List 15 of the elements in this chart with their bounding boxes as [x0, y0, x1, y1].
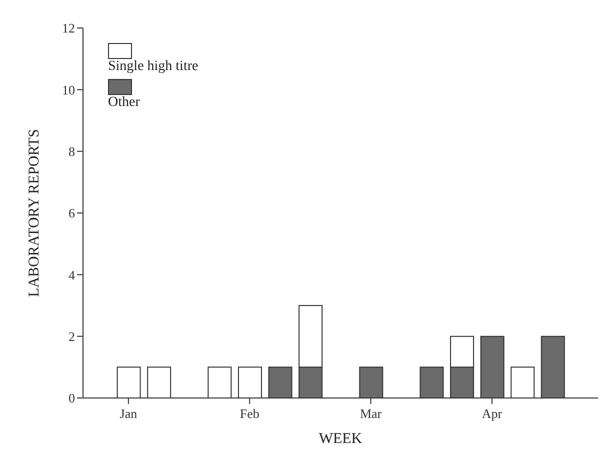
- y-tick-label: 4: [68, 267, 76, 282]
- y-tick-label: 6: [68, 206, 76, 221]
- y-tick-label: 8: [68, 144, 75, 159]
- y-tick-label: 0: [68, 390, 75, 406]
- legend-label: Single high titre: [108, 59, 198, 75]
- y-tick-label: 2: [68, 328, 75, 344]
- y-tick-label: 12: [62, 20, 75, 36]
- legend-label: Other: [108, 95, 141, 111]
- y-tick-label: 10: [62, 82, 75, 98]
- y-axis-title: LABORATORY REPORTS: [26, 129, 42, 297]
- x-tick-label: Feb: [240, 406, 260, 421]
- x-tick-label: Mar: [360, 406, 382, 421]
- x-tick-label: Apr: [482, 406, 503, 421]
- x-axis-title: WEEK: [318, 431, 362, 447]
- x-tick-label: Jan: [120, 406, 138, 421]
